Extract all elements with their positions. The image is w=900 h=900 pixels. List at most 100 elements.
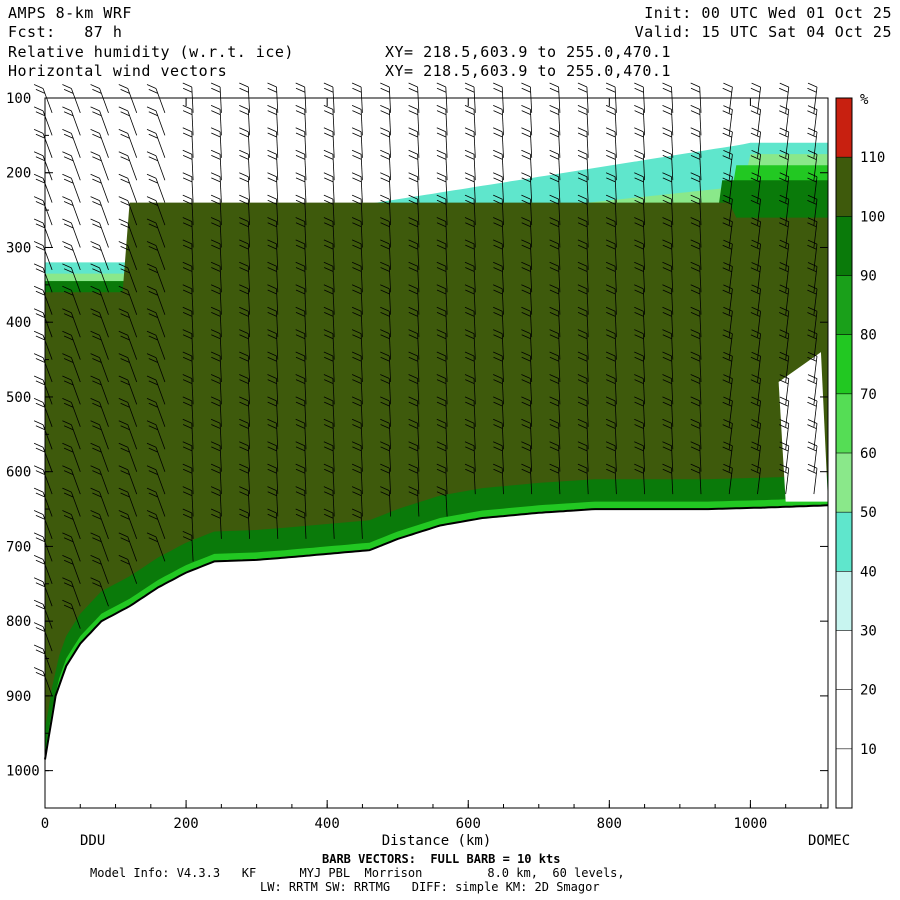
wind-barb-flag <box>323 463 334 469</box>
wind-barb-flag <box>380 261 390 267</box>
wind-barb-flag <box>521 222 531 228</box>
wind-barb-flag <box>118 151 128 157</box>
wind-barb-flag <box>146 218 157 224</box>
wind-barb-flag <box>118 84 128 89</box>
wind-barb-flag <box>662 217 672 222</box>
wind-barb-shaft <box>155 469 166 495</box>
wind-barb-flag <box>90 84 100 89</box>
wind-barb-flag <box>267 261 277 267</box>
wind-barb-flag <box>690 194 700 200</box>
wind-barb-shaft <box>558 423 561 450</box>
wind-barb-flag <box>408 244 418 250</box>
wind-barb-flag <box>521 379 531 384</box>
wind-barb-flag <box>521 289 531 295</box>
wind-barb-flag <box>323 261 334 267</box>
wind-barb-flag <box>239 132 249 138</box>
wind-barb-shaft <box>127 536 138 562</box>
wind-barb-shaft <box>473 86 476 113</box>
wind-barb-flag <box>750 401 761 407</box>
wind-barb-flag <box>577 149 588 155</box>
wind-barb-flag <box>239 306 249 312</box>
wind-barb-flag <box>182 513 193 519</box>
wind-barb-shaft <box>71 110 81 136</box>
wind-barb-shaft <box>501 445 504 472</box>
wind-barb-flag <box>239 105 249 110</box>
wind-barb-shaft <box>191 266 194 293</box>
wind-barb-flag <box>63 582 74 588</box>
wind-barb-flag <box>436 217 446 222</box>
wind-barb-flag <box>465 334 475 340</box>
wind-barb-shaft <box>127 155 138 181</box>
wind-barb-shaft <box>473 400 476 427</box>
wind-barb-flag <box>408 110 418 115</box>
wind-barb-flag <box>323 239 334 245</box>
wind-barb-flag <box>408 374 418 379</box>
wind-barb-shaft <box>445 378 448 405</box>
wind-barb-flag <box>267 396 277 402</box>
wind-barb-flag <box>605 463 616 469</box>
wind-barb-shaft <box>501 176 504 203</box>
wind-barb-flag <box>807 155 817 160</box>
wind-barb-flag <box>120 470 130 475</box>
wind-barb-flag <box>690 87 701 93</box>
wind-barb-flag <box>662 155 672 160</box>
wind-barb-flag <box>807 150 818 155</box>
wind-barb-flag <box>323 374 334 379</box>
wind-barb-flag <box>606 132 616 138</box>
wind-barb-flag <box>807 351 818 357</box>
wind-barb-shaft <box>445 288 448 315</box>
wind-barb-flag <box>606 155 616 160</box>
wind-barb-flag <box>120 156 130 162</box>
wind-barb-flag <box>211 356 221 362</box>
wind-barb-shaft <box>360 378 363 405</box>
wind-barb-shaft <box>127 88 138 114</box>
wind-barb-shaft <box>699 288 702 315</box>
wind-barb-flag <box>380 463 390 469</box>
wind-barb-shaft <box>586 378 589 405</box>
wind-barb-flag <box>662 177 672 183</box>
wind-barb-shaft <box>219 333 222 360</box>
wind-barb-flag <box>267 334 277 340</box>
wind-barb-flag <box>634 261 644 267</box>
wind-barb-flag <box>120 335 130 341</box>
wind-barb-flag <box>577 396 588 402</box>
wind-barb-shaft <box>99 290 109 315</box>
wind-barb-flag <box>690 441 700 447</box>
wind-barb-flag <box>606 401 616 407</box>
wind-barb-flag <box>118 263 128 269</box>
model-info-line2: LW: RRTM SW: RRTMG DIFF: simple KM: 2D S… <box>260 880 600 894</box>
wind-barb-shaft <box>501 243 504 270</box>
wind-barb-shaft <box>304 154 307 181</box>
wind-barb-flag <box>90 308 100 314</box>
wind-barb-shaft <box>219 266 222 293</box>
wind-barb-flag <box>295 306 305 312</box>
wind-barb-shaft <box>332 355 335 383</box>
wind-barb-flag <box>351 329 362 334</box>
wind-barb-flag <box>690 217 700 222</box>
wind-barb-flag <box>722 289 732 295</box>
wind-barb-flag <box>723 396 733 402</box>
wind-barb-flag <box>408 418 418 424</box>
wind-barb-shaft <box>417 445 420 472</box>
wind-barb-flag <box>662 132 672 138</box>
wind-barb-shaft <box>586 109 589 136</box>
wind-barb-flag <box>662 149 672 155</box>
wind-barb-shaft <box>332 288 335 315</box>
wind-barb-shaft <box>388 468 391 495</box>
wind-barb-flag <box>295 110 306 115</box>
wind-barb-shaft <box>417 176 420 203</box>
wind-barb-flag <box>634 374 644 379</box>
wind-barb-flag <box>351 486 362 491</box>
wind-barb-flag <box>493 155 503 160</box>
wind-barb-flag <box>182 127 192 133</box>
wind-barb-shaft <box>127 200 138 226</box>
wind-barb-shaft <box>191 243 194 270</box>
wind-barb-shaft <box>219 86 222 113</box>
wind-barb-flag <box>464 418 475 424</box>
wind-barb-shaft <box>99 110 109 136</box>
wind-barb-shaft <box>332 490 335 517</box>
wind-barb-flag <box>63 604 74 610</box>
wind-barb-flag <box>751 262 761 267</box>
wind-barb-flag <box>493 401 503 407</box>
